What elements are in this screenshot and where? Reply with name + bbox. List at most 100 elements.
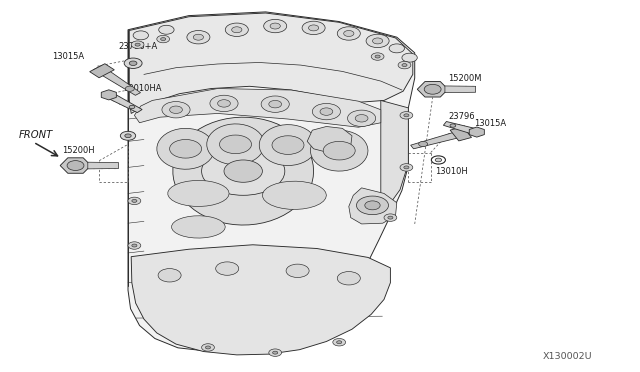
Circle shape	[333, 339, 346, 346]
Circle shape	[129, 105, 135, 109]
Circle shape	[170, 140, 202, 158]
Polygon shape	[417, 81, 448, 97]
Circle shape	[125, 134, 131, 138]
Circle shape	[337, 341, 342, 344]
Polygon shape	[411, 129, 470, 149]
Circle shape	[424, 84, 441, 94]
Polygon shape	[93, 65, 141, 95]
Circle shape	[272, 136, 304, 154]
Text: FRONT: FRONT	[19, 130, 54, 140]
Circle shape	[205, 346, 211, 349]
Polygon shape	[444, 122, 479, 135]
Circle shape	[337, 27, 360, 40]
Circle shape	[162, 102, 190, 118]
Circle shape	[158, 269, 181, 282]
Circle shape	[400, 112, 413, 119]
Text: 15200M: 15200M	[448, 74, 481, 83]
Polygon shape	[129, 13, 413, 113]
Circle shape	[128, 242, 141, 249]
Circle shape	[302, 21, 325, 35]
Polygon shape	[120, 9, 419, 357]
Circle shape	[348, 110, 376, 126]
Circle shape	[133, 31, 148, 40]
Circle shape	[384, 214, 397, 221]
Circle shape	[450, 124, 456, 127]
Circle shape	[170, 106, 182, 113]
Circle shape	[202, 344, 214, 351]
Circle shape	[400, 164, 413, 171]
Circle shape	[312, 103, 340, 120]
Circle shape	[402, 53, 417, 62]
Text: 23796: 23796	[448, 112, 475, 121]
Polygon shape	[307, 126, 352, 152]
Circle shape	[135, 43, 140, 46]
Circle shape	[210, 95, 238, 112]
Polygon shape	[259, 125, 317, 166]
Circle shape	[264, 19, 287, 33]
Polygon shape	[134, 89, 381, 127]
Polygon shape	[469, 127, 484, 137]
Circle shape	[124, 58, 142, 68]
Circle shape	[366, 34, 389, 48]
Circle shape	[356, 196, 388, 215]
Circle shape	[389, 44, 404, 53]
Circle shape	[129, 61, 137, 65]
Circle shape	[337, 272, 360, 285]
Circle shape	[157, 35, 170, 43]
Circle shape	[132, 244, 137, 247]
Circle shape	[323, 141, 355, 160]
Circle shape	[225, 23, 248, 36]
Circle shape	[270, 23, 280, 29]
Circle shape	[128, 197, 141, 205]
Circle shape	[273, 351, 278, 354]
Polygon shape	[173, 117, 314, 225]
Circle shape	[202, 147, 285, 195]
Circle shape	[372, 38, 383, 44]
Circle shape	[402, 64, 407, 67]
Circle shape	[355, 115, 368, 122]
Circle shape	[344, 31, 354, 36]
Circle shape	[320, 108, 333, 115]
Polygon shape	[207, 124, 264, 165]
Circle shape	[261, 96, 289, 112]
Polygon shape	[131, 245, 390, 355]
Text: 15200H: 15200H	[62, 146, 95, 155]
Polygon shape	[349, 188, 397, 224]
Circle shape	[404, 166, 409, 169]
Circle shape	[218, 100, 230, 107]
Polygon shape	[157, 128, 214, 169]
Circle shape	[120, 131, 136, 140]
Circle shape	[308, 25, 319, 31]
Circle shape	[193, 34, 204, 40]
Polygon shape	[60, 158, 91, 173]
Circle shape	[286, 264, 309, 278]
Polygon shape	[172, 216, 225, 238]
Circle shape	[159, 25, 174, 34]
Text: 13010HA: 13010HA	[123, 84, 161, 93]
Text: 13015A: 13015A	[474, 119, 506, 128]
Circle shape	[371, 53, 384, 60]
Circle shape	[232, 27, 242, 33]
Polygon shape	[106, 93, 142, 113]
Circle shape	[67, 161, 84, 170]
Polygon shape	[445, 86, 476, 93]
Polygon shape	[128, 12, 415, 352]
Text: 13010H: 13010H	[435, 167, 468, 176]
Polygon shape	[310, 130, 368, 171]
Circle shape	[419, 141, 428, 147]
Circle shape	[375, 55, 380, 58]
Circle shape	[404, 114, 409, 117]
Circle shape	[269, 349, 282, 356]
Polygon shape	[381, 100, 408, 212]
Circle shape	[161, 38, 166, 41]
Circle shape	[216, 262, 239, 275]
Polygon shape	[262, 181, 326, 209]
Text: 23796+A: 23796+A	[118, 42, 157, 51]
Polygon shape	[101, 90, 116, 100]
Polygon shape	[168, 180, 229, 206]
Text: X130002U: X130002U	[543, 352, 593, 361]
Circle shape	[131, 41, 144, 48]
Circle shape	[388, 216, 393, 219]
Text: 13015A: 13015A	[52, 52, 84, 61]
Circle shape	[220, 135, 252, 154]
